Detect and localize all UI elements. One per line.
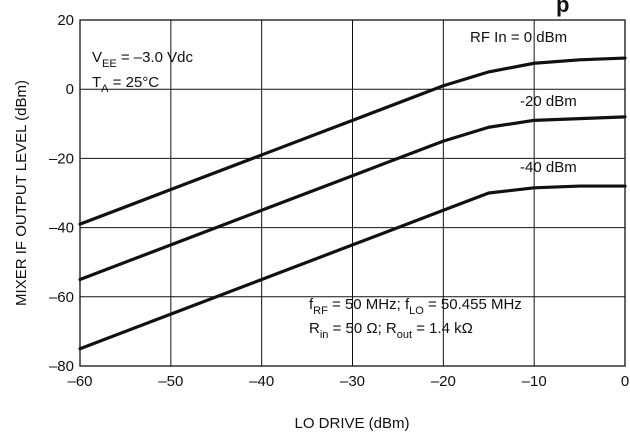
y-axis-label: MIXER IF OUTPUT LEVEL (dBm) <box>13 80 30 306</box>
x-tick-label: –60 <box>67 373 92 390</box>
plot-frame <box>79 19 626 367</box>
series-label-2: -40 dBm <box>520 159 577 176</box>
series-line-2 <box>78 184 627 351</box>
x-tick-label: –40 <box>249 373 274 390</box>
y-tick-label: 0 <box>66 81 74 98</box>
x-tick-labels: –60 –50 –40 –30 –20 –10 0 <box>67 373 629 390</box>
ta-annotation: TA = 25°C <box>92 74 159 95</box>
y-tick-labels: 20 0 –20 –40 –60 –80 <box>49 12 74 375</box>
vee-annotation: VEE = –3.0 Vdc <box>92 49 194 70</box>
series-line-0 <box>78 56 627 226</box>
chart-title-fragment: p <box>556 0 569 17</box>
x-axis-label: LO DRIVE (dBm) <box>294 415 409 432</box>
series-label-1: -20 dBm <box>520 93 577 110</box>
y-tick-label: –20 <box>49 150 74 167</box>
series-line-1 <box>78 115 627 282</box>
series-group <box>78 56 627 351</box>
x-tick-label: –20 <box>431 373 456 390</box>
y-tick-label: –40 <box>49 220 74 237</box>
x-tick-label: –10 <box>522 373 547 390</box>
x-tick-label: –30 <box>340 373 365 390</box>
x-tick-label: 0 <box>621 373 629 390</box>
series-label-0: RF In = 0 dBm <box>470 29 567 46</box>
x-tick-label: –50 <box>158 373 183 390</box>
y-tick-label: –60 <box>49 289 74 306</box>
resistance-annotation: Rin = 50 Ω; Rout = 1.4 kΩ <box>309 320 473 341</box>
y-tick-label: 20 <box>57 12 74 29</box>
y-tick-label: –80 <box>49 358 74 375</box>
freq-annotation: fRF = 50 MHz; fLO = 50.455 MHz <box>309 296 522 317</box>
